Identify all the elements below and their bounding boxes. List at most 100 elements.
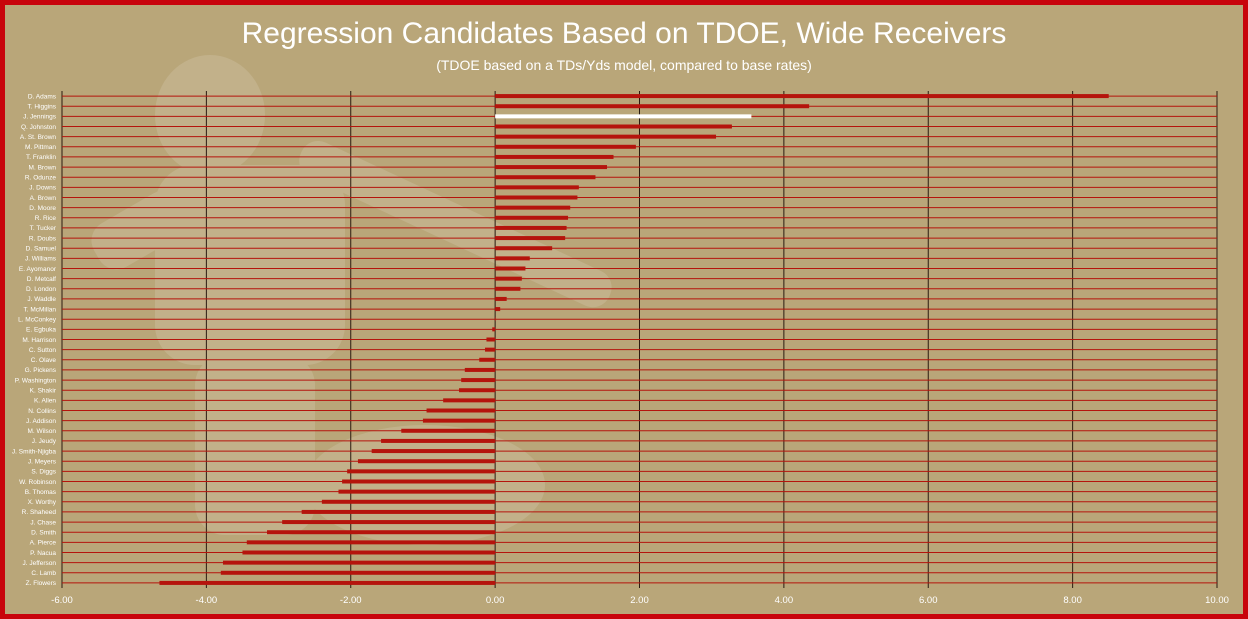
bar (495, 296, 507, 301)
y-category-label: G. Pickens (25, 367, 57, 374)
bar (301, 509, 496, 514)
y-category-label: N. Collins (28, 408, 57, 415)
bar (321, 499, 496, 504)
bar (443, 398, 496, 403)
bar (495, 215, 569, 220)
y-category-label: D. Metcalf (27, 276, 56, 283)
chart-subtitle: (TDOE based on a TDs/Yds model, compared… (436, 57, 812, 73)
y-category-label: R. Rice (35, 215, 57, 222)
bars-group (62, 94, 1217, 585)
y-category-label: M. Pittman (25, 144, 56, 151)
y-category-label: J. Chase (30, 519, 56, 526)
y-category-label: B. Thomas (25, 489, 57, 496)
bar (347, 469, 496, 474)
bar (495, 286, 521, 291)
x-tick-label: -4.00 (196, 595, 218, 606)
x-tick-label: 10.00 (1205, 595, 1229, 606)
bar (495, 165, 608, 170)
bar (422, 418, 496, 423)
bar (459, 388, 496, 393)
x-tick-label: 0.00 (486, 595, 505, 606)
bar (357, 459, 496, 464)
bar (479, 357, 496, 362)
bar (486, 337, 496, 342)
bar (401, 428, 496, 433)
bar-highlighted (495, 114, 752, 119)
bar (495, 104, 810, 109)
y-category-label: M. Wilson (27, 428, 56, 435)
y-category-label: R. Doubs (29, 235, 57, 242)
bar (426, 408, 496, 413)
y-category-label: W. Robinson (19, 479, 56, 486)
y-category-label: R. Shaheed (22, 509, 57, 516)
bar (495, 94, 1109, 99)
bar (495, 195, 578, 200)
x-tick-label: -2.00 (340, 595, 362, 606)
x-axis-labels: -6.00 -4.00 -2.00 0.00 2.00 4.00 6.00 8.00 10.00 (51, 595, 1229, 606)
bar (222, 560, 496, 565)
y-category-label: K. Allen (34, 398, 56, 405)
bar (220, 570, 496, 575)
y-category-label: D. Moore (29, 205, 56, 212)
y-category-label: A. St. Brown (20, 134, 57, 141)
bar (495, 317, 496, 322)
y-category-label: J. Smith-Njigba (12, 448, 56, 455)
bar-chart: Regression Candidates Based on TDOE, Wid… (12, 17, 1229, 606)
y-category-label: J. Jeudy (32, 438, 57, 445)
y-category-label: X. Worthy (28, 499, 57, 506)
chart-title: Regression Candidates Based on TDOE, Wid… (242, 17, 1007, 50)
y-category-label: J. Downs (29, 185, 56, 192)
x-tick-label: 8.00 (1063, 595, 1082, 606)
y-category-label: K. Shakir (30, 388, 57, 395)
bar (246, 540, 496, 545)
y-category-label: E. Ayomanor (19, 266, 57, 273)
y-category-label: D. Smith (31, 530, 56, 537)
bar (342, 479, 496, 484)
bar (381, 438, 496, 443)
y-category-label: T. McMillan (23, 306, 56, 313)
bar (282, 520, 496, 525)
y-category-label: P. Nacua (30, 550, 56, 557)
bar (495, 276, 522, 281)
y-category-label: M. Harrison (22, 337, 56, 344)
bar (242, 550, 496, 555)
bar (495, 266, 526, 271)
bar (495, 246, 553, 251)
y-category-label: D. London (26, 286, 56, 293)
y-category-label: J. Jennings (23, 114, 57, 121)
y-category-label: J. Meyers (28, 459, 57, 466)
y-category-label: D. Adams (28, 93, 57, 100)
bar (495, 134, 717, 139)
bar (485, 347, 496, 352)
bar (495, 307, 501, 312)
y-category-label: Q. Johnston (21, 124, 56, 131)
bar (495, 236, 566, 241)
y-category-label: C. Olave (31, 357, 57, 364)
y-category-label: P. Washington (15, 377, 57, 384)
x-tick-label: 4.00 (775, 595, 794, 606)
y-category-label: A. Pierce (30, 540, 57, 547)
y-category-label: E. Egbuka (26, 327, 56, 334)
y-category-label: D. Samuel (26, 246, 57, 253)
bar (495, 144, 636, 149)
x-tick-label: 2.00 (630, 595, 649, 606)
bar (495, 185, 579, 190)
y-category-label: A. Brown (30, 195, 57, 202)
bar (338, 489, 496, 494)
y-category-label: M. Brown (29, 164, 57, 171)
bar (267, 530, 496, 535)
y-axis-labels: D. Adams T. Higgins J. Jennings Q. Johnston… (12, 93, 57, 587)
bar (461, 378, 496, 383)
bar (495, 175, 596, 180)
y-category-label: R. Odunze (25, 175, 56, 182)
bar (464, 367, 496, 372)
bar (371, 449, 496, 454)
bar (495, 124, 732, 129)
y-category-label: L. McConkey (18, 317, 57, 324)
y-category-label: C. Sutton (29, 347, 56, 354)
bar (495, 225, 567, 230)
y-category-label: T. Franklin (26, 154, 56, 161)
bar (495, 205, 571, 210)
y-category-label: C. Lamb (31, 570, 56, 577)
